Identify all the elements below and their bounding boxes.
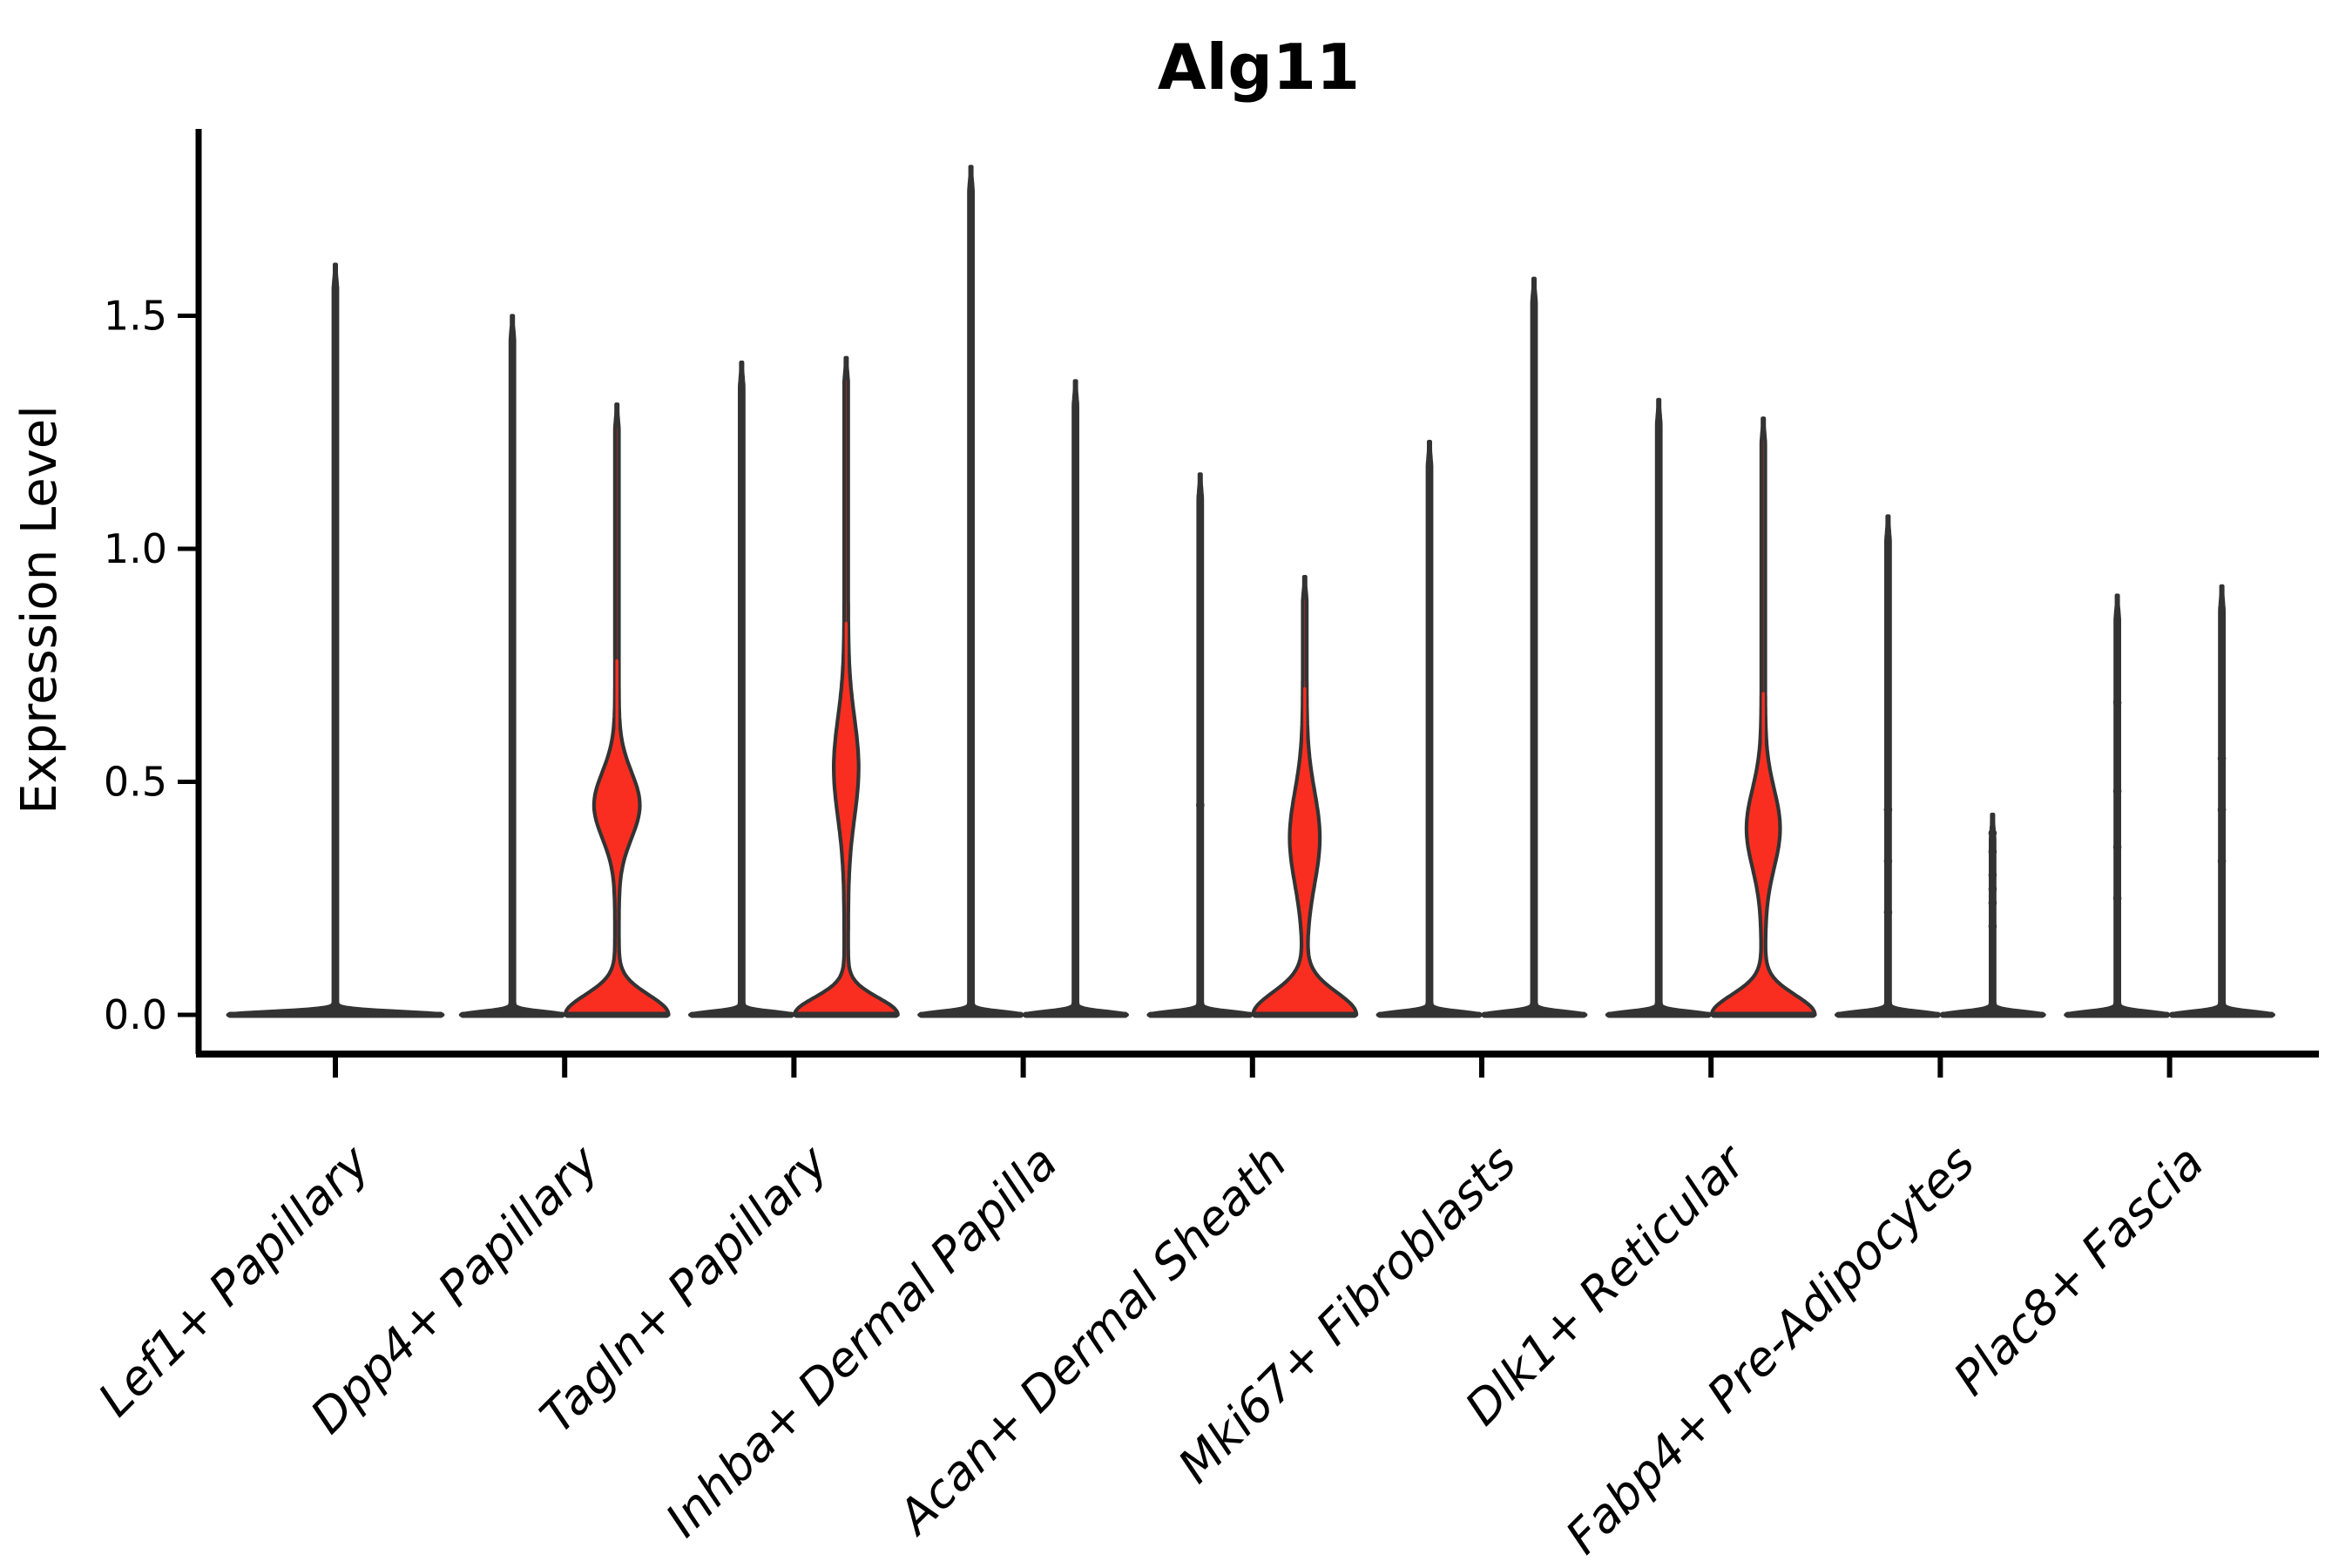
- jitter-dot: [1883, 908, 1893, 917]
- violin: [1375, 439, 1484, 1017]
- jitter-dot: [1988, 884, 1997, 894]
- jitter-dot: [1988, 848, 1997, 856]
- jitter-dot: [2112, 787, 2122, 795]
- jitter-dot: [2217, 856, 2227, 866]
- x-tick-label: Fabp4+ Pre-Adipocytes: [1555, 1135, 1984, 1565]
- jitter-dot: [1988, 828, 1997, 838]
- jitter-dot: [1988, 898, 1997, 908]
- y-tick-label: 1.0: [104, 525, 167, 572]
- jitter-dot: [1988, 870, 1997, 880]
- violin: [226, 262, 445, 1017]
- jitter-dot: [1988, 922, 1997, 931]
- y-axis-label: Expression Level: [11, 405, 68, 814]
- y-tick-label: 1.5: [104, 293, 167, 340]
- violin: [1835, 514, 1942, 1017]
- violin: [1480, 276, 1588, 1017]
- violin: [688, 360, 795, 1017]
- violin: [1022, 379, 1129, 1017]
- y-tick-label: 0.5: [104, 759, 167, 806]
- x-tick-label: Plac8+ Fascia: [1943, 1135, 2214, 1406]
- jitter-dot: [1883, 805, 1893, 814]
- jitter-dot: [2217, 754, 2227, 763]
- jitter-dot: [1883, 856, 1893, 866]
- violin: [458, 314, 566, 1017]
- violin: [1605, 397, 1713, 1017]
- violin: [917, 165, 1024, 1017]
- chart-title: Alg11: [1158, 30, 1360, 104]
- y-tick-label: 0.0: [104, 991, 167, 1038]
- x-tick-label: Acan+ Dermal Sheath: [886, 1135, 1297, 1546]
- jitter-dot: [2112, 698, 2122, 707]
- violins-layer: [226, 165, 2275, 1018]
- x-tick-label: Inhba+ Dermal Papilla: [655, 1135, 1068, 1548]
- jitter-dot: [2217, 805, 2227, 814]
- violin: [1146, 472, 1254, 1017]
- violin: [2168, 584, 2275, 1017]
- jitter-dot: [2112, 842, 2122, 852]
- jitter-dot: [2112, 894, 2122, 903]
- violin: [2064, 593, 2171, 1017]
- violin: [1939, 812, 2046, 1017]
- jitter-dot: [1196, 801, 1205, 810]
